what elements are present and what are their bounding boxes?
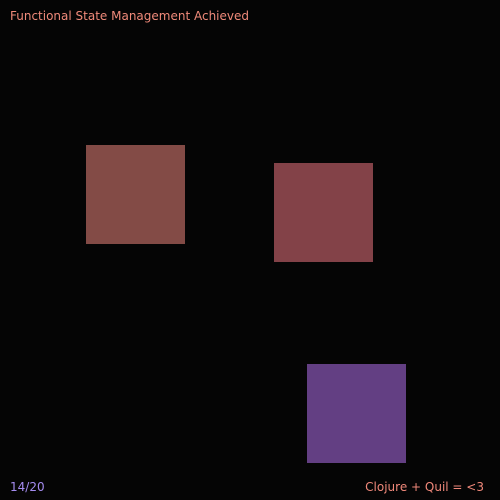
footer-text: Clojure + Quil = <3 <box>365 480 484 494</box>
square-3 <box>307 364 406 463</box>
square-1 <box>86 145 185 244</box>
square-2 <box>274 163 373 262</box>
sketch-title: Functional State Management Achieved <box>10 9 250 23</box>
frame-counter: 14/20 <box>10 480 45 494</box>
